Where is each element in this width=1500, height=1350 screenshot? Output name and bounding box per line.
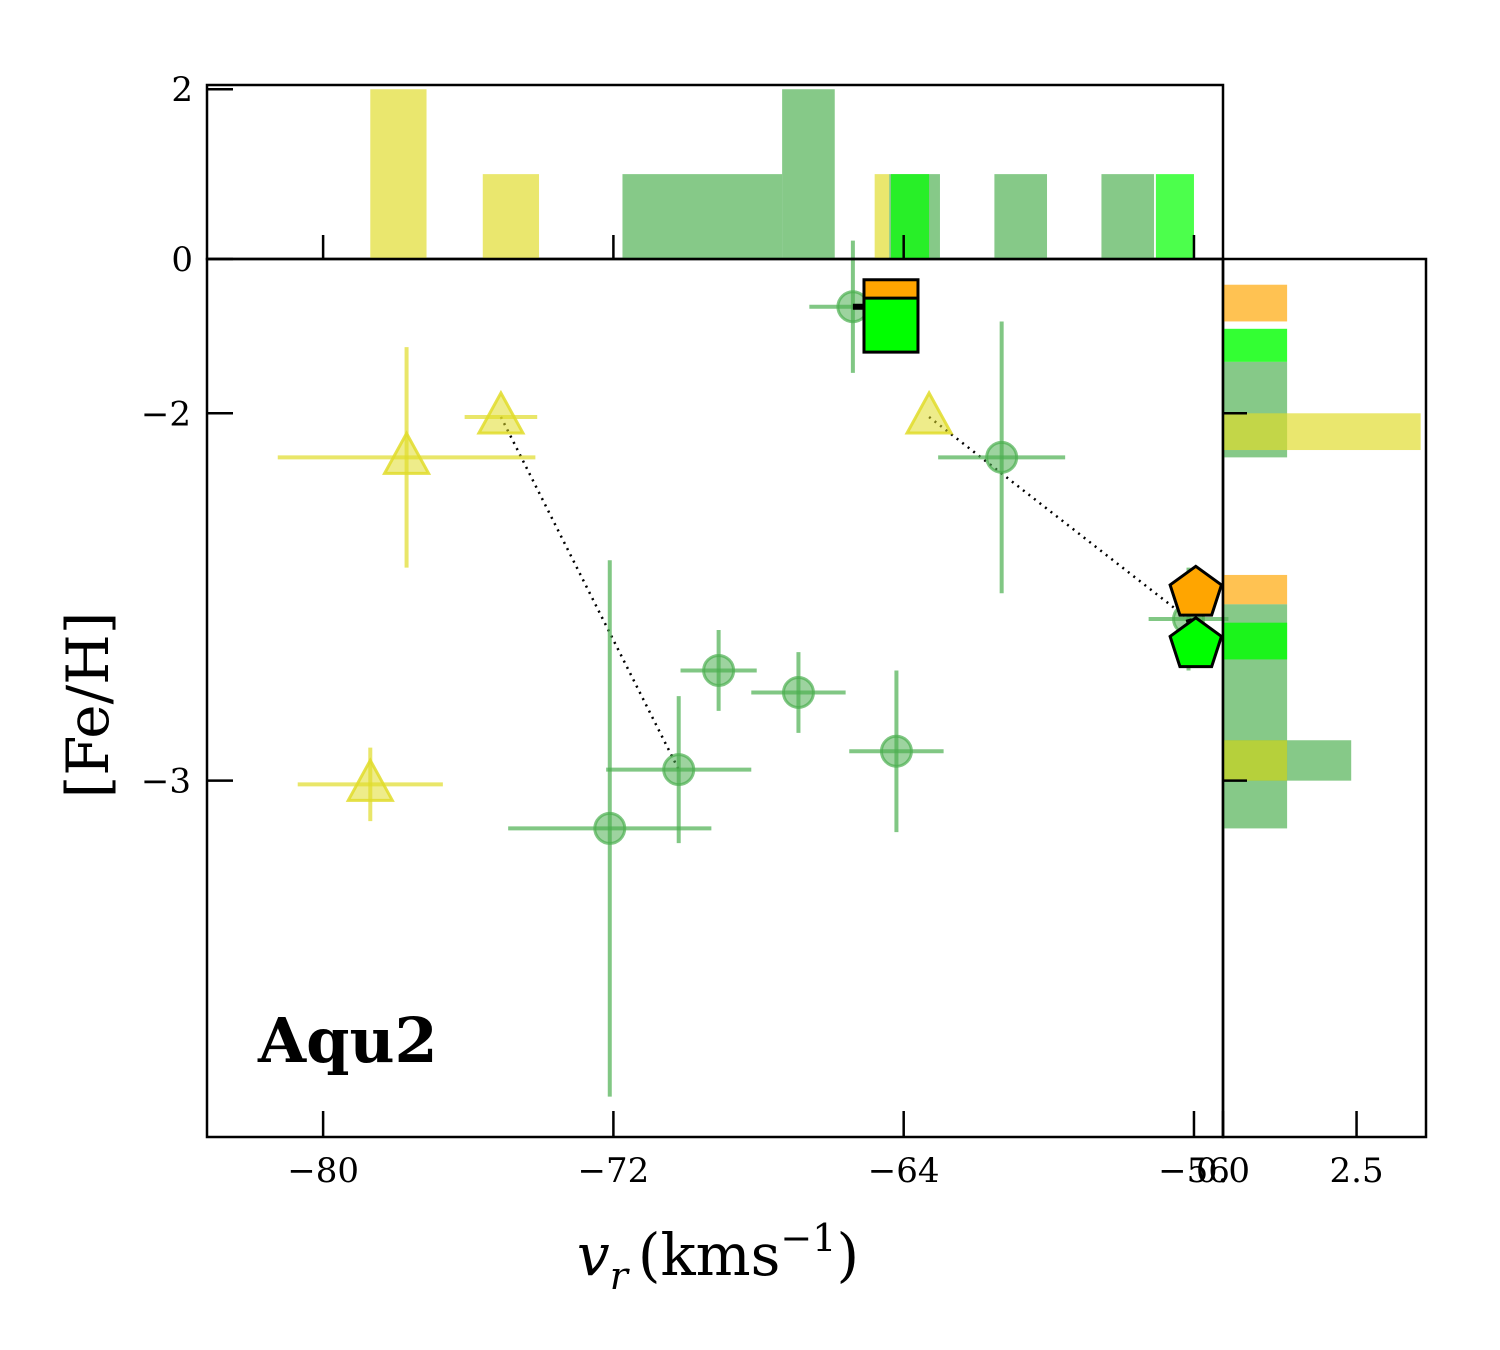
y-tick-label: −2 xyxy=(141,394,191,434)
dotted-link-line xyxy=(499,416,680,771)
green-circle-point xyxy=(702,653,736,687)
yellow-triangle-point xyxy=(345,757,395,802)
top-hist-bar xyxy=(890,174,930,259)
yellow-triangle-point xyxy=(382,430,432,475)
green-circle-point xyxy=(781,675,815,709)
top-hist-y-tick-label: 0 xyxy=(171,240,193,280)
top-hist-y-tick-label: 2 xyxy=(171,70,193,110)
x-tick-label: −56 xyxy=(1158,1151,1230,1191)
right-hist-bar xyxy=(1223,284,1288,322)
x-tick-label: −72 xyxy=(578,1151,650,1191)
right-hist-frame xyxy=(1221,257,1428,1139)
right-hist-bar xyxy=(1223,413,1421,451)
y-axis-label: [Fe/H] xyxy=(54,612,122,799)
top-hist-frame xyxy=(205,83,1225,261)
top-hist-bar xyxy=(874,174,890,259)
top-hist-bar xyxy=(622,174,783,259)
green-circle-point xyxy=(593,811,627,845)
top-hist-bar xyxy=(482,174,540,259)
orange-pentagon-point xyxy=(1168,564,1224,617)
right-hist-x-tick-label: 2.5 xyxy=(1330,1151,1384,1191)
lime-square-point xyxy=(862,296,920,354)
x-tick-label: −80 xyxy=(287,1151,359,1191)
top-histogram-panel: 02 xyxy=(171,70,1225,280)
top-hist-bar xyxy=(370,89,427,260)
green-circle-point xyxy=(879,734,913,768)
top-hist-bar xyxy=(994,174,1048,259)
green-circle-point xyxy=(662,753,696,787)
x-axis-label: vr (kms−1) xyxy=(577,1216,859,1298)
yellow-triangle-point xyxy=(904,389,954,435)
right-hist-bar xyxy=(1223,328,1288,362)
main-scatter-panel: −80 −72 −64 −56 −2 −3 xyxy=(141,240,1230,1191)
right-hist-bar xyxy=(1223,740,1288,781)
right-histogram-panel: 0.0 2.5 xyxy=(1196,257,1428,1191)
panel-label: Aqu2 xyxy=(257,1004,438,1077)
right-hist-bar xyxy=(1223,574,1288,605)
right-hist-bar xyxy=(1223,622,1288,660)
lime-pentagon-point xyxy=(1168,615,1224,669)
top-hist-bar xyxy=(1101,174,1155,259)
dotted-link-line xyxy=(928,415,1190,621)
yellow-triangle-point xyxy=(476,389,526,435)
top-hist-bar xyxy=(782,89,835,260)
green-circle-point xyxy=(985,440,1019,474)
right-hist-x-tick-label: 0.0 xyxy=(1196,1151,1250,1191)
top-hist-bar xyxy=(1155,174,1194,259)
x-tick-label: −64 xyxy=(868,1151,940,1191)
y-tick-label: −3 xyxy=(141,762,191,802)
